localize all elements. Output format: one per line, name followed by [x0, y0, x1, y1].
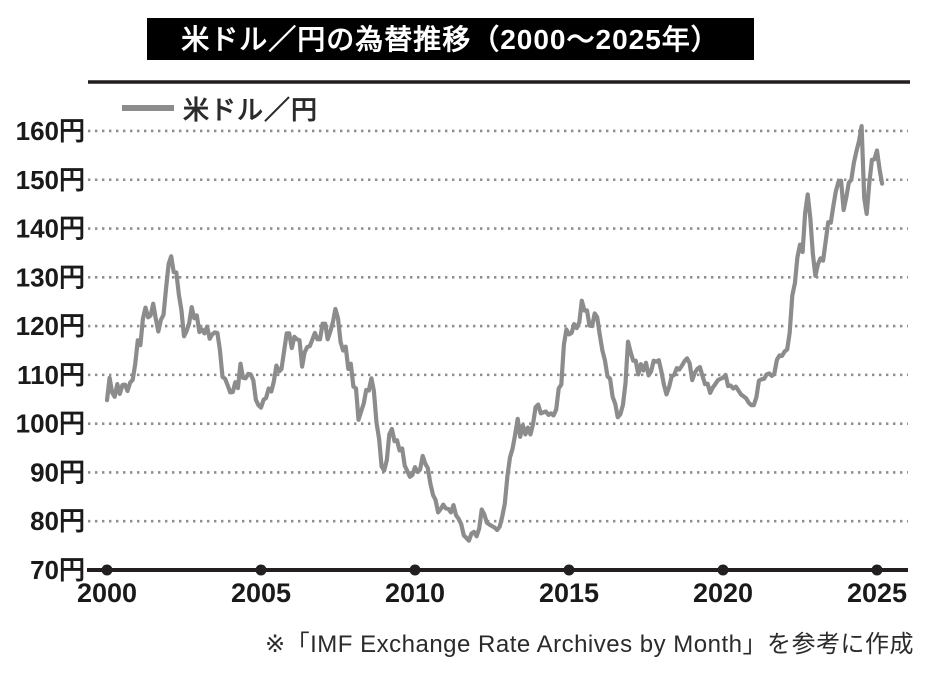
y-axis-label-140: 140円 [16, 214, 85, 244]
x-tick-dot-2005 [255, 564, 267, 576]
x-tick-dot-2010 [409, 564, 421, 576]
y-axis-label-130: 130円 [16, 262, 85, 292]
y-axis-label-90: 90円 [30, 457, 85, 487]
x-tick-dot-2020 [717, 564, 729, 576]
y-axis-label-80: 80円 [30, 506, 85, 536]
x-axis-label-2020: 2020 [693, 578, 753, 608]
x-axis-label-2015: 2015 [539, 578, 599, 608]
x-axis-label-2005: 2005 [231, 578, 291, 608]
y-axis-label-150: 150円 [16, 165, 85, 195]
legend-line-swatch [122, 105, 174, 111]
legend: 米ドル／円 [122, 94, 318, 125]
y-axis-label-160: 160円 [16, 116, 85, 146]
x-axis-label-2000: 2000 [77, 578, 137, 608]
x-tick-dot-2000 [101, 564, 113, 576]
y-axis-label-120: 120円 [16, 311, 85, 341]
x-axis-label-2025: 2025 [847, 578, 907, 608]
x-axis-label-2010: 2010 [385, 578, 445, 608]
legend-label: 米ドル／円 [183, 94, 319, 125]
x-tick-dot-2025 [871, 564, 883, 576]
usdjpy-series-line [104, 123, 885, 543]
source-note: ※「IMF Exchange Rate Archives by Month」を参… [265, 631, 914, 658]
y-axis-label-70: 70円 [30, 555, 85, 585]
y-axis-label-110: 110円 [17, 360, 85, 390]
y-axis-label-100: 100円 [16, 409, 85, 439]
x-tick-dot-2015 [563, 564, 575, 576]
chart-title: 米ドル／円の為替推移（2000～2025年） [147, 18, 754, 60]
